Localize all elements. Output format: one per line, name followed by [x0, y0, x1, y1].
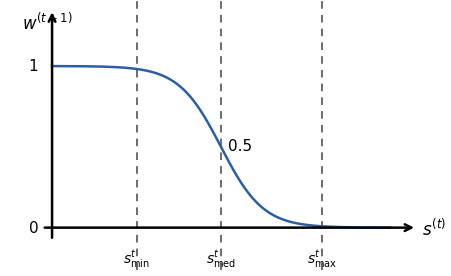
Text: $s^{(t)}$: $s^{(t)}$: [421, 219, 445, 240]
Text: $w^{(t+1)}$: $w^{(t+1)}$: [22, 13, 72, 34]
Text: $0$: $0$: [28, 220, 38, 236]
Text: $1$: $1$: [28, 58, 38, 74]
Text: $s^{t}_{\max}$: $s^{t}_{\max}$: [307, 249, 336, 270]
Text: 0.5: 0.5: [227, 139, 251, 154]
Text: $s^{t}_{\min}$: $s^{t}_{\min}$: [123, 249, 150, 270]
Text: $s^{t}_{\mathrm{med}}$: $s^{t}_{\mathrm{med}}$: [206, 249, 235, 270]
